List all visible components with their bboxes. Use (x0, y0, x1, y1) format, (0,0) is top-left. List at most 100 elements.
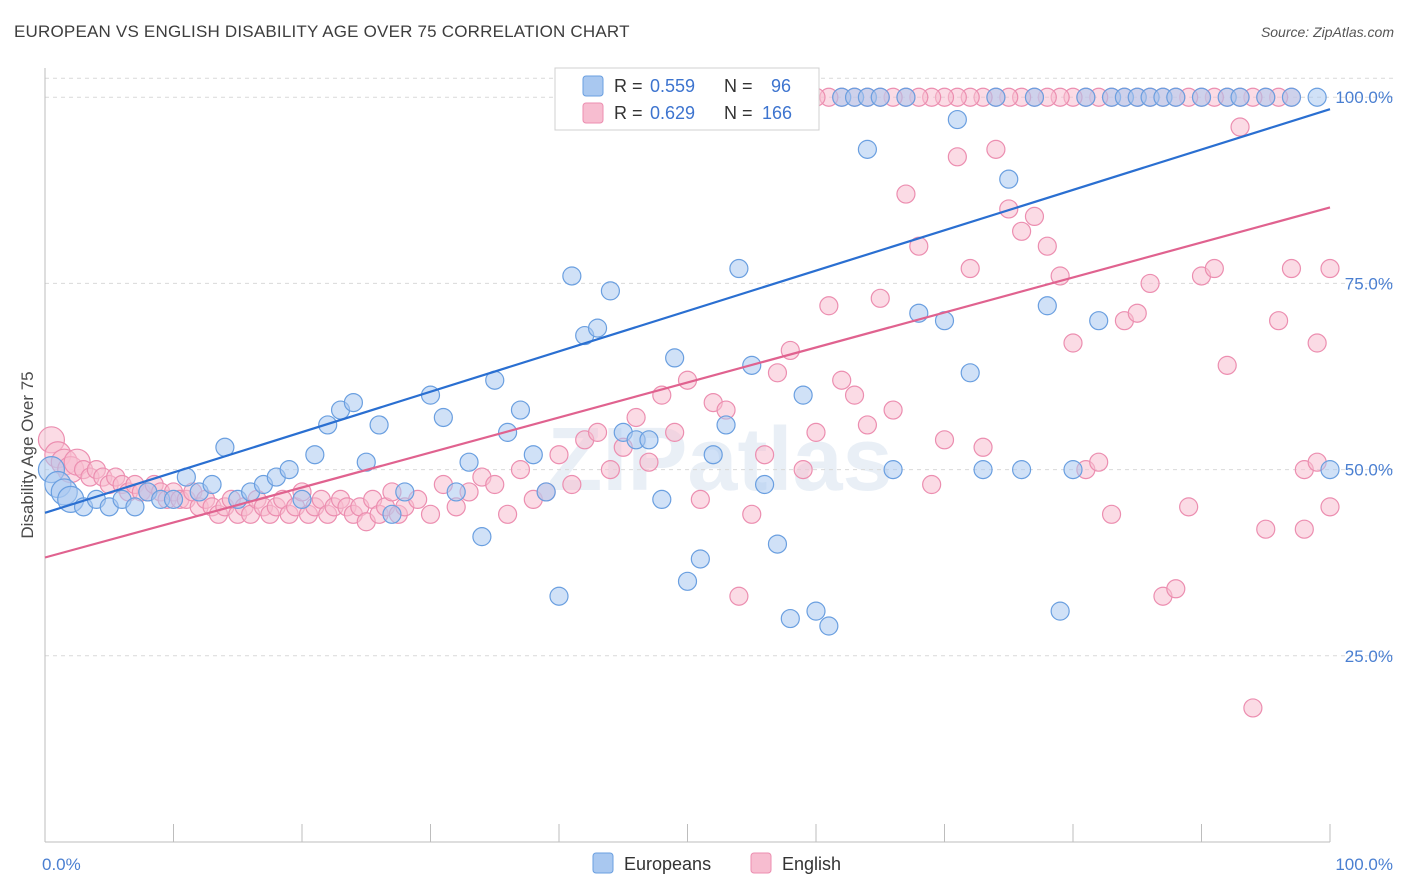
english-point-76 (665, 422, 685, 442)
europeans-point-66 (883, 460, 903, 480)
english-point-71 (600, 460, 621, 480)
english-point-127 (1320, 497, 1340, 517)
legend-r-label-2: R = (614, 103, 643, 123)
english-point-97 (934, 430, 955, 450)
english-point-89 (832, 370, 852, 390)
english-point-73 (626, 407, 646, 428)
europeans-point-74 (999, 169, 1019, 189)
english-point-119 (1217, 355, 1237, 375)
europeans-point-26 (356, 452, 376, 472)
europeans-point-71 (960, 363, 980, 383)
legend-r-value-2: 0.629 (650, 103, 695, 123)
trend-lines (44, 108, 1331, 559)
europeans-point-67 (896, 87, 916, 107)
europeans-point-72 (973, 460, 993, 480)
english-point-92 (870, 288, 890, 308)
english-point-116 (1179, 497, 1199, 517)
europeans-point-90 (1230, 87, 1250, 107)
europeans-point-40 (549, 586, 569, 606)
europeans-point-52 (703, 445, 723, 465)
english-point-62 (485, 474, 505, 495)
europeans-point-34 (472, 527, 492, 547)
europeans-point-77 (1037, 296, 1057, 316)
data-points (37, 87, 1340, 718)
english-point-70 (587, 422, 608, 442)
english-point-112 (1127, 303, 1147, 323)
europeans-trend-line (44, 108, 1331, 514)
chart-title: EUROPEAN VS ENGLISH DISABILITY AGE OVER … (14, 22, 630, 41)
english-point-121 (1243, 698, 1263, 718)
europeans-point-38 (523, 445, 543, 465)
english-point-109 (1089, 452, 1109, 472)
english-point-83 (754, 445, 775, 465)
english-point-104 (1024, 206, 1045, 226)
bottom-legend-swatch-english (750, 852, 772, 874)
english-point-78 (690, 489, 710, 510)
english-point-67 (549, 445, 569, 465)
english-point-68 (562, 474, 582, 495)
legend-n-label-2: N = (724, 103, 753, 123)
europeans-point-78 (1050, 601, 1070, 621)
english-point-105 (1037, 236, 1057, 256)
bottom-legend-europeans: Europeans (624, 854, 711, 874)
y-tick-label-0: 25.0% (1345, 647, 1393, 666)
europeans-point-75 (1011, 460, 1032, 480)
europeans-point-33 (459, 452, 479, 472)
english-point-118 (1204, 258, 1224, 279)
bottom-legend: Europeans English (592, 852, 841, 874)
europeans-point-65 (870, 87, 890, 107)
english-point-128 (1320, 258, 1340, 279)
english-point-107 (1063, 333, 1083, 353)
english-point-96 (922, 474, 942, 495)
europeans-point-29 (395, 482, 415, 502)
europeans-point-49 (665, 348, 685, 368)
x-tick-label-0: 0.0% (42, 855, 81, 874)
europeans-point-39 (536, 482, 556, 502)
y-tick-label-1: 50.0% (1345, 461, 1393, 480)
europeans-point-57 (767, 534, 788, 554)
legend-box: R = 0.559 N = 96 R = 0.629 N = 166 (554, 67, 820, 131)
x-tick-label-1: 100.0% (1335, 855, 1393, 874)
europeans-point-76 (1024, 87, 1045, 107)
english-point-124 (1281, 258, 1302, 279)
y-tick-label-3: 100.0% (1335, 88, 1393, 107)
europeans-point-27 (369, 415, 389, 435)
english-point-100 (973, 437, 993, 457)
europeans-point-14 (202, 474, 222, 495)
europeans-point-21 (292, 489, 312, 510)
europeans-point-47 (639, 430, 659, 450)
english-point-63 (498, 504, 518, 524)
y-axis-label: Disability Age Over 75 (18, 371, 37, 538)
english-point-99 (960, 258, 980, 279)
bottom-legend-swatch-europeans (592, 852, 614, 874)
y-tick-label-2: 75.0% (1345, 274, 1393, 293)
europeans-point-87 (1166, 87, 1186, 107)
europeans-point-22 (305, 445, 325, 465)
europeans-point-58 (780, 608, 800, 629)
legend-swatch-english (582, 102, 604, 124)
english-point-57 (420, 504, 441, 524)
english-point-93 (883, 400, 903, 420)
europeans-point-91 (1256, 87, 1276, 107)
english-point-115 (1166, 579, 1186, 599)
europeans-point-41 (562, 266, 582, 286)
europeans-point-8 (125, 497, 145, 517)
europeans-point-73 (986, 87, 1006, 107)
europeans-point-48 (652, 489, 672, 510)
europeans-point-44 (600, 281, 621, 301)
legend-n-value-2: 166 (762, 103, 792, 123)
europeans-point-81 (1089, 311, 1109, 331)
english-point-64 (510, 460, 531, 480)
legend-swatch-europeans (582, 75, 604, 97)
english-point-86 (793, 460, 813, 480)
english-point-110 (1101, 504, 1122, 524)
x-tick-labels: 0.0% 100.0% (42, 855, 1393, 874)
europeans-point-93 (1307, 87, 1327, 107)
europeans-point-61 (819, 616, 839, 636)
europeans-point-60 (806, 601, 826, 621)
europeans-point-92 (1281, 87, 1302, 107)
europeans-point-94 (1320, 460, 1340, 480)
english-point-82 (742, 504, 762, 524)
english-point-103 (1011, 221, 1032, 241)
bottom-legend-english: English (782, 854, 841, 874)
